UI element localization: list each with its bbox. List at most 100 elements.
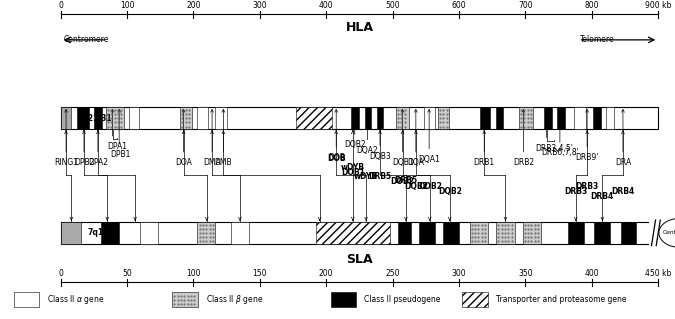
Bar xyxy=(398,222,411,244)
Text: DOB2: DOB2 xyxy=(418,182,441,191)
Bar xyxy=(78,107,88,129)
Bar xyxy=(496,222,515,244)
Bar xyxy=(621,222,636,244)
Text: DOA: DOA xyxy=(175,158,192,167)
Bar xyxy=(470,222,488,244)
Bar xyxy=(443,222,459,244)
Text: DMB: DMB xyxy=(215,158,232,167)
Bar xyxy=(352,107,359,129)
Bar xyxy=(331,292,356,307)
Text: Centromere: Centromere xyxy=(64,35,109,44)
Text: wDYB: wDYB xyxy=(354,172,378,181)
Bar xyxy=(215,107,227,129)
Bar xyxy=(606,107,614,129)
Text: 100: 100 xyxy=(120,1,134,10)
Bar xyxy=(198,222,215,244)
Text: DQA1: DQA1 xyxy=(418,155,440,164)
Text: Class II $\beta$ gene: Class II $\beta$ gene xyxy=(206,293,263,306)
Text: 200: 200 xyxy=(319,269,333,278)
Bar xyxy=(61,222,658,244)
Text: DOB2: DOB2 xyxy=(391,177,414,186)
Text: DOB: DOB xyxy=(328,153,345,162)
Text: 450 kb: 450 kb xyxy=(645,269,672,278)
Text: DQA2: DQA2 xyxy=(356,146,378,155)
Bar xyxy=(495,107,504,129)
Text: 800: 800 xyxy=(585,1,599,10)
Text: 0: 0 xyxy=(58,269,63,278)
Text: Class II $\alpha$ gene: Class II $\alpha$ gene xyxy=(47,293,105,306)
Bar xyxy=(519,107,533,129)
Bar xyxy=(568,222,584,244)
Text: DRB4: DRB4 xyxy=(612,187,634,196)
Text: DRB1: DRB1 xyxy=(474,158,495,167)
Text: DQB1: DQB1 xyxy=(392,158,413,167)
Text: HLA: HLA xyxy=(346,21,373,33)
Bar xyxy=(425,107,435,129)
Text: 500: 500 xyxy=(385,1,400,10)
Text: DRB3: DRB3 xyxy=(576,182,599,191)
Text: DQB2: DQB2 xyxy=(438,187,462,196)
Ellipse shape xyxy=(659,218,675,248)
Bar xyxy=(649,219,664,247)
Text: 300: 300 xyxy=(452,269,466,278)
Text: Telomere: Telomere xyxy=(580,35,615,44)
Bar xyxy=(101,222,119,244)
Bar xyxy=(14,292,39,307)
Text: DRB3: DRB3 xyxy=(564,187,587,196)
Bar xyxy=(172,292,198,307)
Bar xyxy=(197,107,208,129)
Text: 100: 100 xyxy=(186,269,200,278)
Bar xyxy=(480,107,489,129)
Text: 900 kb: 900 kb xyxy=(645,1,672,10)
Text: DRB4: DRB4 xyxy=(591,192,614,201)
Text: DMA: DMA xyxy=(203,158,221,167)
Text: DOB: DOB xyxy=(327,154,346,163)
Bar xyxy=(522,222,541,244)
Text: DQA: DQA xyxy=(407,158,425,167)
Bar xyxy=(106,107,124,129)
Bar xyxy=(140,222,158,244)
Text: DRB3,4,5': DRB3,4,5' xyxy=(535,144,573,152)
Bar xyxy=(462,292,488,307)
Text: wDYB: wDYB xyxy=(341,163,364,172)
Bar xyxy=(574,107,586,129)
Text: SLA: SLA xyxy=(346,254,373,266)
Bar xyxy=(180,107,192,129)
Text: DRB6,7,8': DRB6,7,8' xyxy=(541,148,578,157)
Bar xyxy=(231,222,249,244)
Text: 150: 150 xyxy=(252,269,267,278)
Text: 700: 700 xyxy=(518,1,533,10)
Bar xyxy=(377,107,383,129)
Text: 50: 50 xyxy=(122,269,132,278)
Text: 400: 400 xyxy=(585,269,599,278)
Bar xyxy=(364,107,371,129)
Text: Class II pseudogene: Class II pseudogene xyxy=(364,295,441,304)
Text: DQB2: DQB2 xyxy=(344,140,366,149)
Bar xyxy=(419,222,435,244)
Bar xyxy=(438,107,449,129)
Text: Transporter and proteasome gene: Transporter and proteasome gene xyxy=(496,295,626,304)
Bar xyxy=(61,222,80,244)
Bar xyxy=(593,107,601,129)
Text: 400: 400 xyxy=(319,1,333,10)
Bar xyxy=(61,107,71,129)
Text: Centromere: Centromere xyxy=(662,230,675,235)
Text: 6p21.31: 6p21.31 xyxy=(78,114,112,122)
Bar xyxy=(558,107,565,129)
Text: 300: 300 xyxy=(252,1,267,10)
Bar xyxy=(61,107,658,129)
Text: 200: 200 xyxy=(186,1,200,10)
Text: DQB2: DQB2 xyxy=(404,182,428,191)
Text: DRB5: DRB5 xyxy=(394,176,417,185)
Bar xyxy=(129,107,139,129)
Text: 7q1.1: 7q1.1 xyxy=(87,228,111,237)
Text: DOB1: DOB1 xyxy=(341,168,364,177)
Text: DRB2: DRB2 xyxy=(513,158,534,167)
Text: DPB2: DPB2 xyxy=(74,158,95,167)
Text: DPB1: DPB1 xyxy=(110,150,131,159)
Text: DQB3: DQB3 xyxy=(369,152,391,160)
Text: RING1: RING1 xyxy=(54,158,78,167)
Text: 250: 250 xyxy=(385,269,400,278)
Text: DPA1: DPA1 xyxy=(107,142,127,151)
Text: DPA2: DPA2 xyxy=(88,158,108,167)
